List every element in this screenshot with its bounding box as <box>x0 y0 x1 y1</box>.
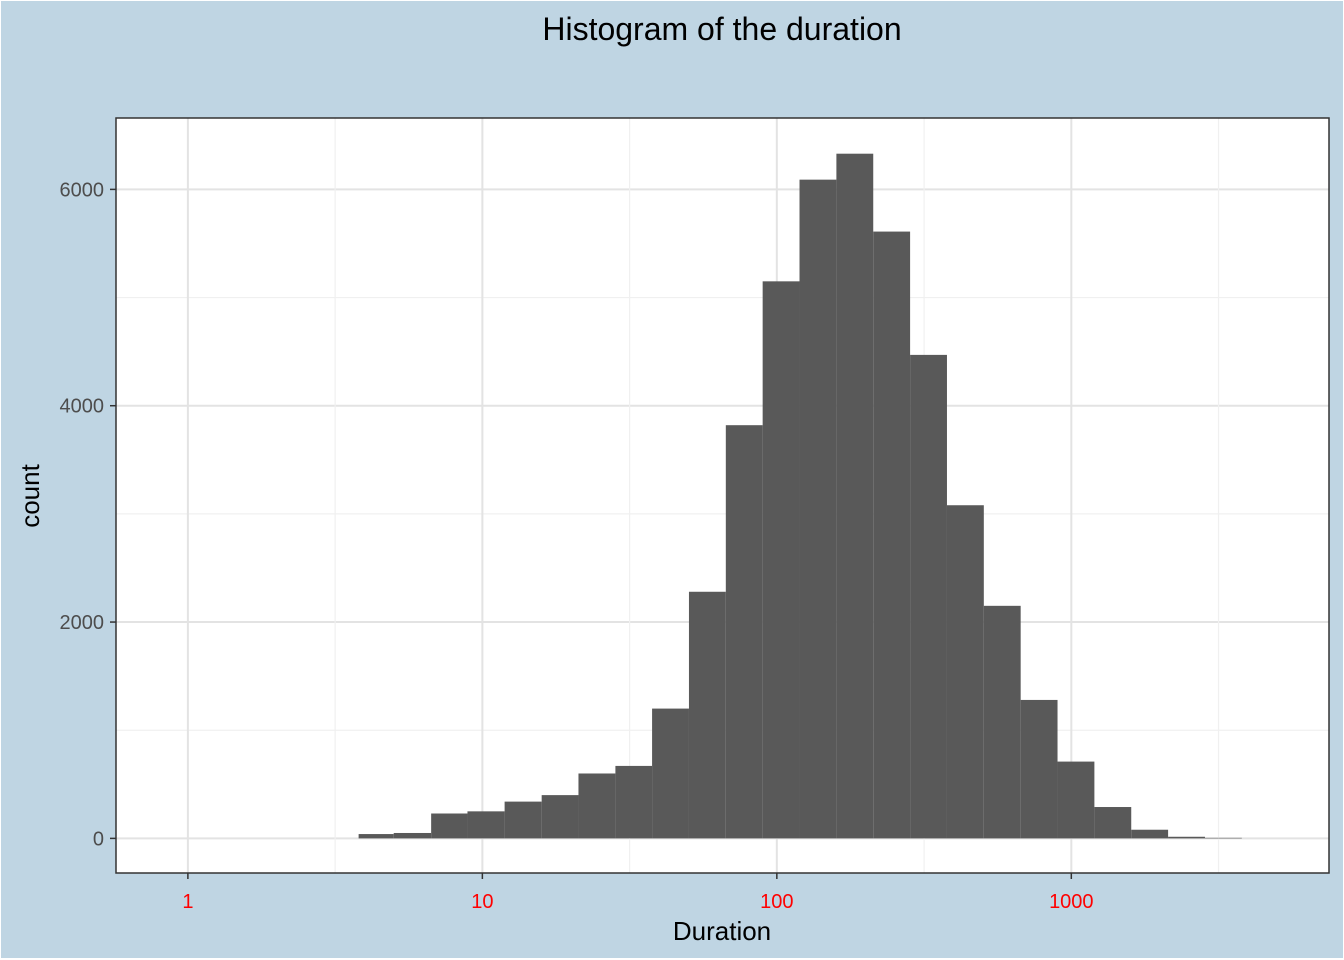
histogram-bar <box>615 765 653 839</box>
histogram-bar <box>1057 761 1095 839</box>
histogram-bar <box>1168 836 1205 839</box>
x-axis-title: Duration <box>673 916 771 946</box>
chart-title: Histogram of the duration <box>542 11 902 47</box>
x-tick-label: 1000 <box>1049 891 1094 913</box>
histogram-bar <box>431 813 468 839</box>
y-tick-label: 2000 <box>60 612 105 634</box>
x-tick-label: 10 <box>471 891 493 913</box>
histogram-bar <box>946 505 984 839</box>
histogram-bar <box>836 153 874 839</box>
histogram-bar <box>910 354 947 839</box>
histogram-bar <box>799 179 837 839</box>
histogram-bar <box>1020 699 1058 839</box>
histogram-bar <box>1204 837 1242 839</box>
x-axis-ticks: 1 10 100 1000 <box>182 873 1094 913</box>
histogram-bar <box>578 773 616 839</box>
y-tick-label: 6000 <box>60 179 105 201</box>
histogram-bar <box>688 591 726 839</box>
histogram-bar <box>725 425 763 839</box>
histogram-bar <box>504 801 542 839</box>
y-axis-ticks: 0 2000 4000 6000 <box>60 179 116 850</box>
y-tick-label: 0 <box>93 828 104 850</box>
x-tick-label: 1 <box>182 891 193 913</box>
y-axis-title: count <box>15 463 45 527</box>
histogram-bar <box>358 834 394 839</box>
y-tick-label: 4000 <box>60 396 105 418</box>
histogram-bar <box>1094 807 1132 839</box>
histogram-bars <box>358 153 1242 839</box>
histogram-bar <box>541 795 579 839</box>
histogram-bar <box>873 231 911 839</box>
panel-border <box>115 117 1330 874</box>
histogram-bar <box>652 708 689 839</box>
histogram-bar <box>393 832 432 839</box>
histogram-bar <box>983 605 1021 839</box>
histogram-bar <box>1131 829 1169 839</box>
histogram-bar <box>762 281 800 839</box>
x-tick-label: 100 <box>760 891 793 913</box>
histogram-bar <box>467 811 505 839</box>
